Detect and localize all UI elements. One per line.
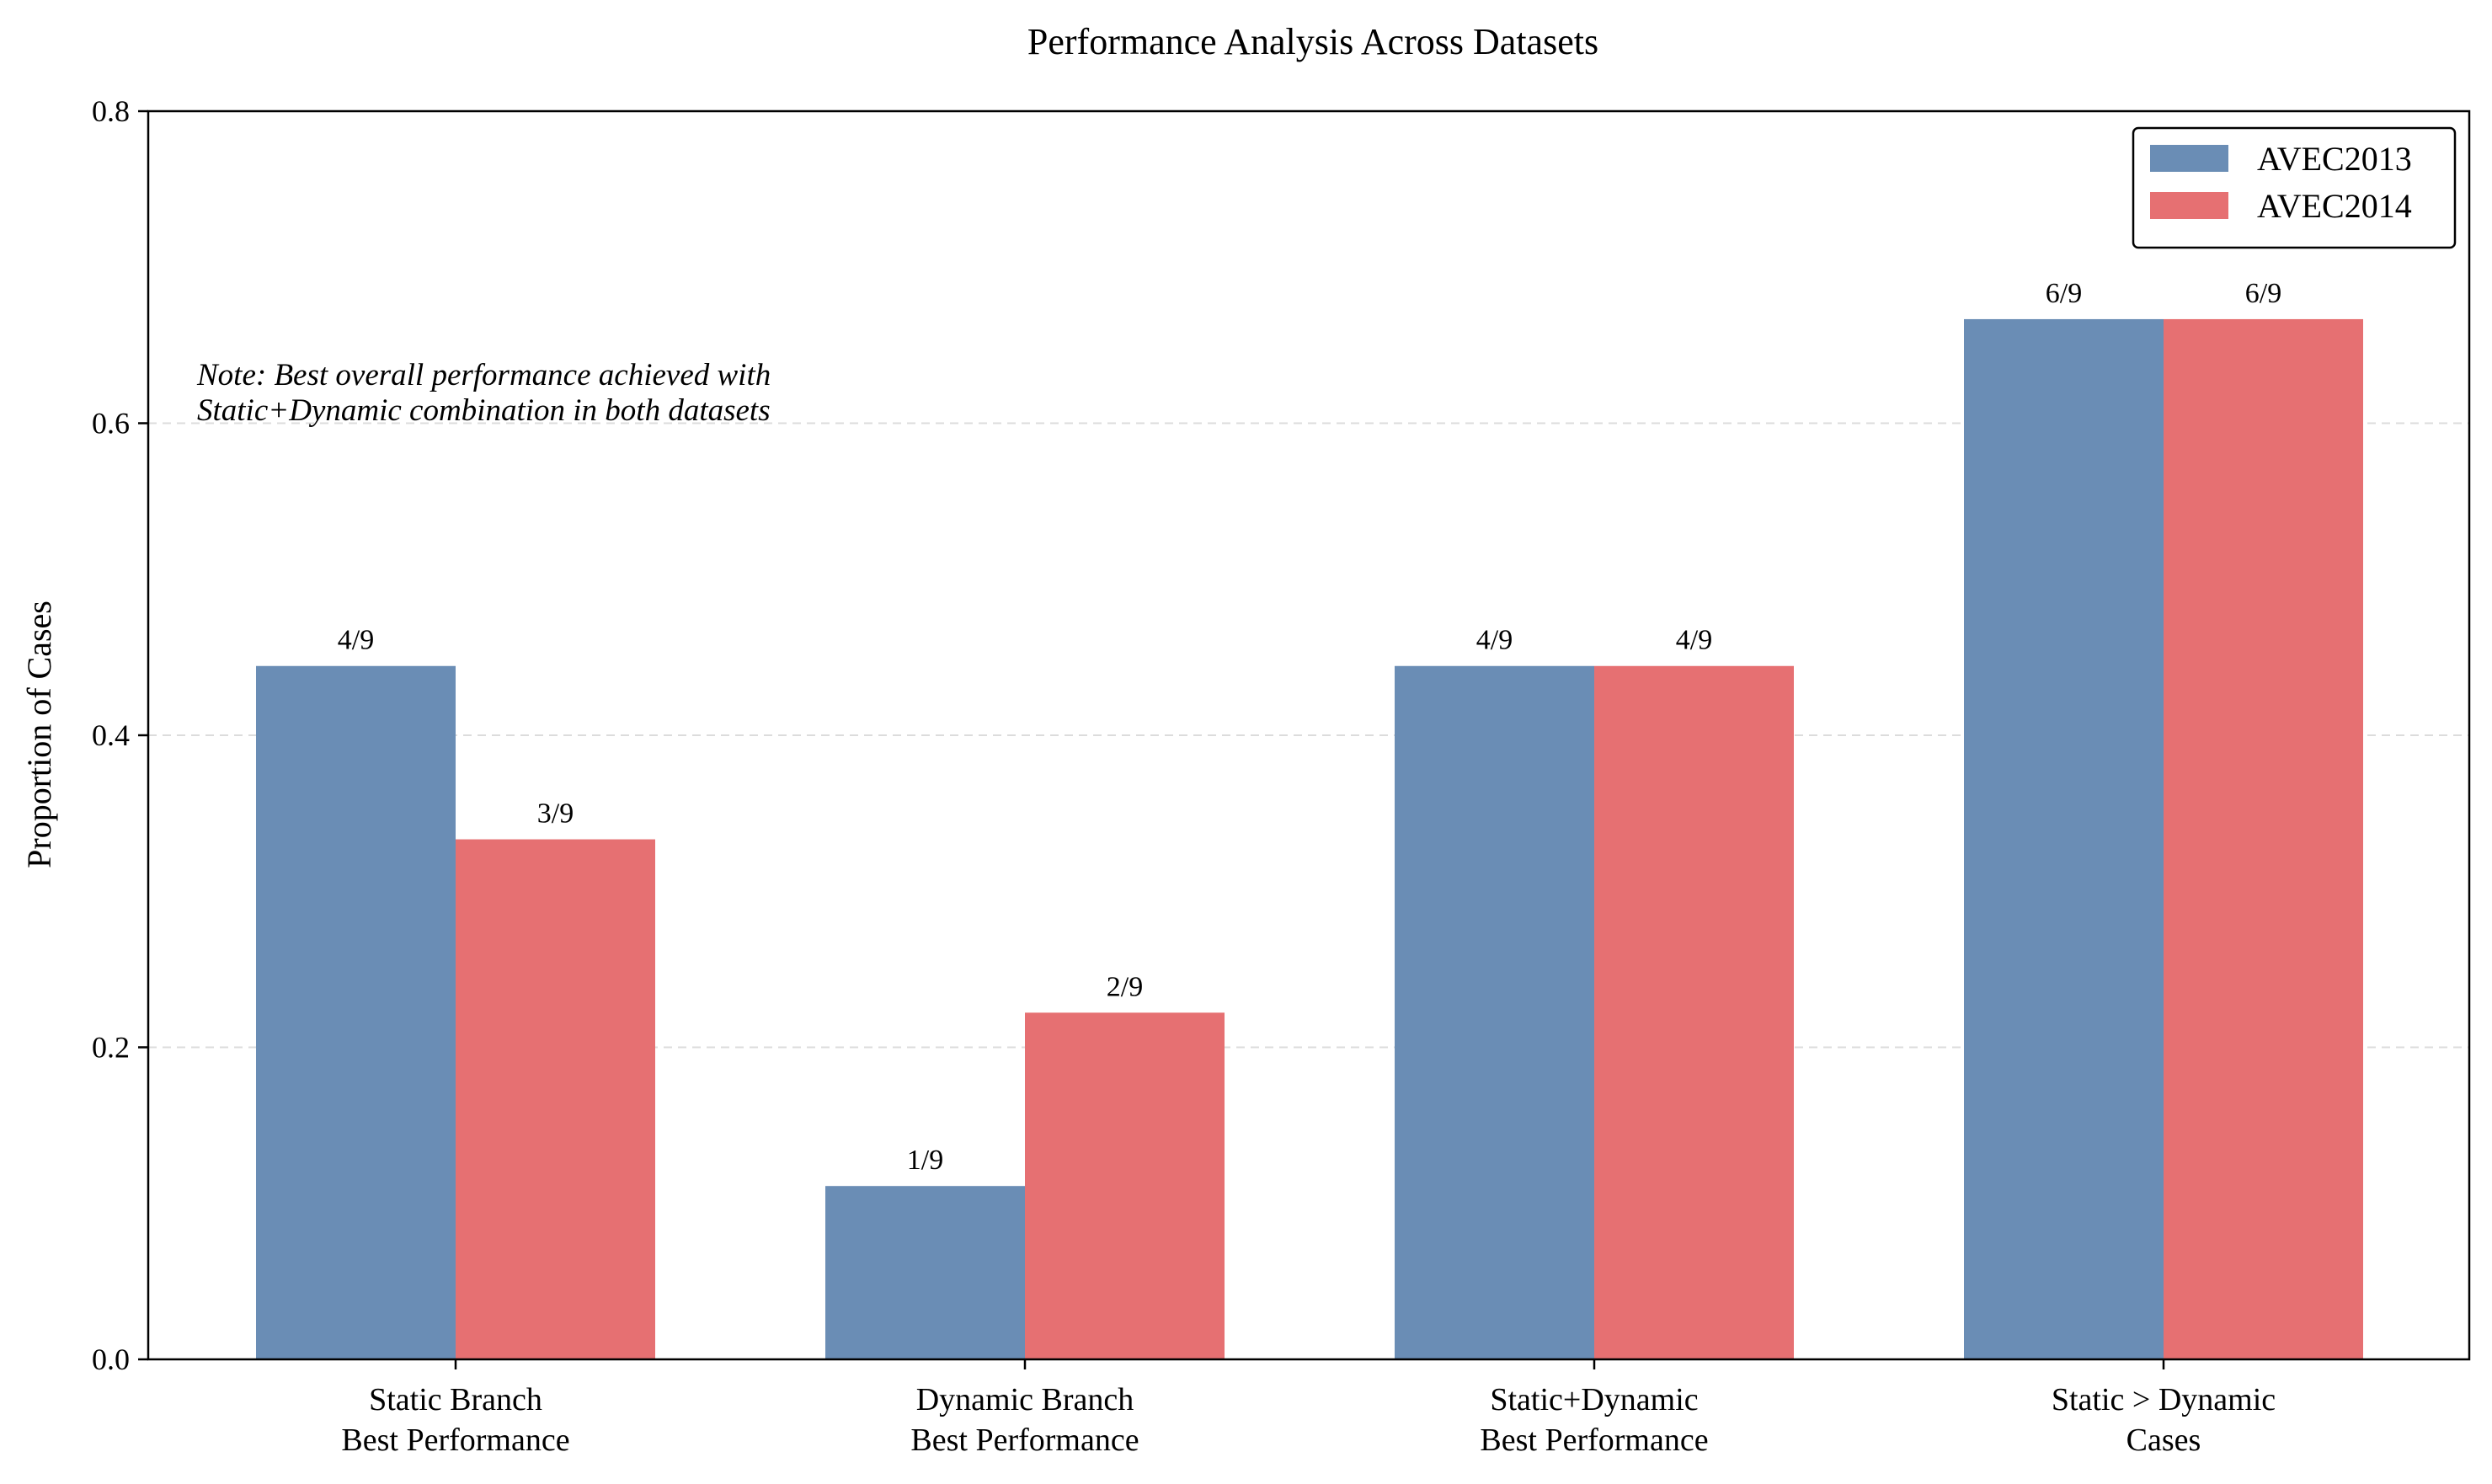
legend-label: AVEC2014 [2257, 187, 2412, 225]
bars-group [256, 318, 2363, 1360]
y-tick-label: 0.4 [92, 718, 130, 752]
bar-value-label: 4/9 [1476, 625, 1513, 656]
bar-avec2013-2 [1395, 665, 1594, 1359]
legend-label: AVEC2013 [2257, 140, 2412, 178]
x-tick-label: Best Performance [910, 1423, 1139, 1458]
bar-avec2013-1 [825, 1186, 1025, 1359]
bar-value-label: 6/9 [2046, 278, 2082, 309]
data-labels-group: 4/9 3/9 1/9 2/9 4/9 4/9 6/9 6/9 [338, 278, 2281, 1176]
bar-value-label: 6/9 [2245, 278, 2281, 309]
note-annotation: Note: Best overall performance achieved … [196, 358, 771, 428]
y-tick-label: 0.6 [92, 407, 130, 440]
note-line: Static+Dynamic combination in both datas… [197, 393, 771, 428]
x-tick-label: Static Branch [369, 1382, 542, 1417]
legend-swatch [2150, 145, 2228, 172]
bar-value-label: 3/9 [537, 798, 574, 830]
x-tick-label: Best Performance [341, 1423, 569, 1458]
legend: AVEC2013 AVEC2014 [2132, 126, 2457, 249]
x-tick-label: Static > Dynamic [2052, 1382, 2276, 1417]
chart-title: Performance Analysis Across Datasets [1027, 21, 1598, 62]
y-axis-label: Proportion of Cases [20, 601, 58, 868]
y-tick-label: 0.2 [92, 1031, 130, 1065]
bar-avec2014-2 [1594, 665, 1794, 1359]
x-tick-label: Static+Dynamic [1490, 1382, 1698, 1417]
bar-value-label: 2/9 [1107, 971, 1143, 1002]
x-tick-label: Best Performance [1480, 1423, 1708, 1458]
y-axis-ticks: 0.0 0.2 0.4 0.6 0.8 [92, 94, 148, 1376]
bar-avec2013-0 [256, 665, 456, 1359]
bar-avec2014-3 [2164, 318, 2363, 1360]
bar-avec2014-1 [1025, 1012, 1225, 1359]
legend-swatch [2150, 192, 2228, 219]
y-tick-label: 0.8 [92, 94, 130, 128]
note-line: Note: Best overall performance achieved … [196, 358, 771, 392]
bar-avec2014-0 [456, 839, 655, 1359]
x-axis-ticks: Static Branch Best Performance Dynamic Bra… [341, 1359, 2276, 1458]
bar-avec2013-3 [1964, 318, 2164, 1360]
bar-value-label: 1/9 [907, 1145, 943, 1176]
x-tick-label: Dynamic Branch [916, 1382, 1134, 1417]
bar-value-label: 4/9 [1676, 625, 1712, 656]
bar-value-label: 4/9 [338, 625, 374, 656]
y-tick-label: 0.0 [92, 1343, 130, 1376]
x-tick-label: Cases [2126, 1423, 2201, 1458]
